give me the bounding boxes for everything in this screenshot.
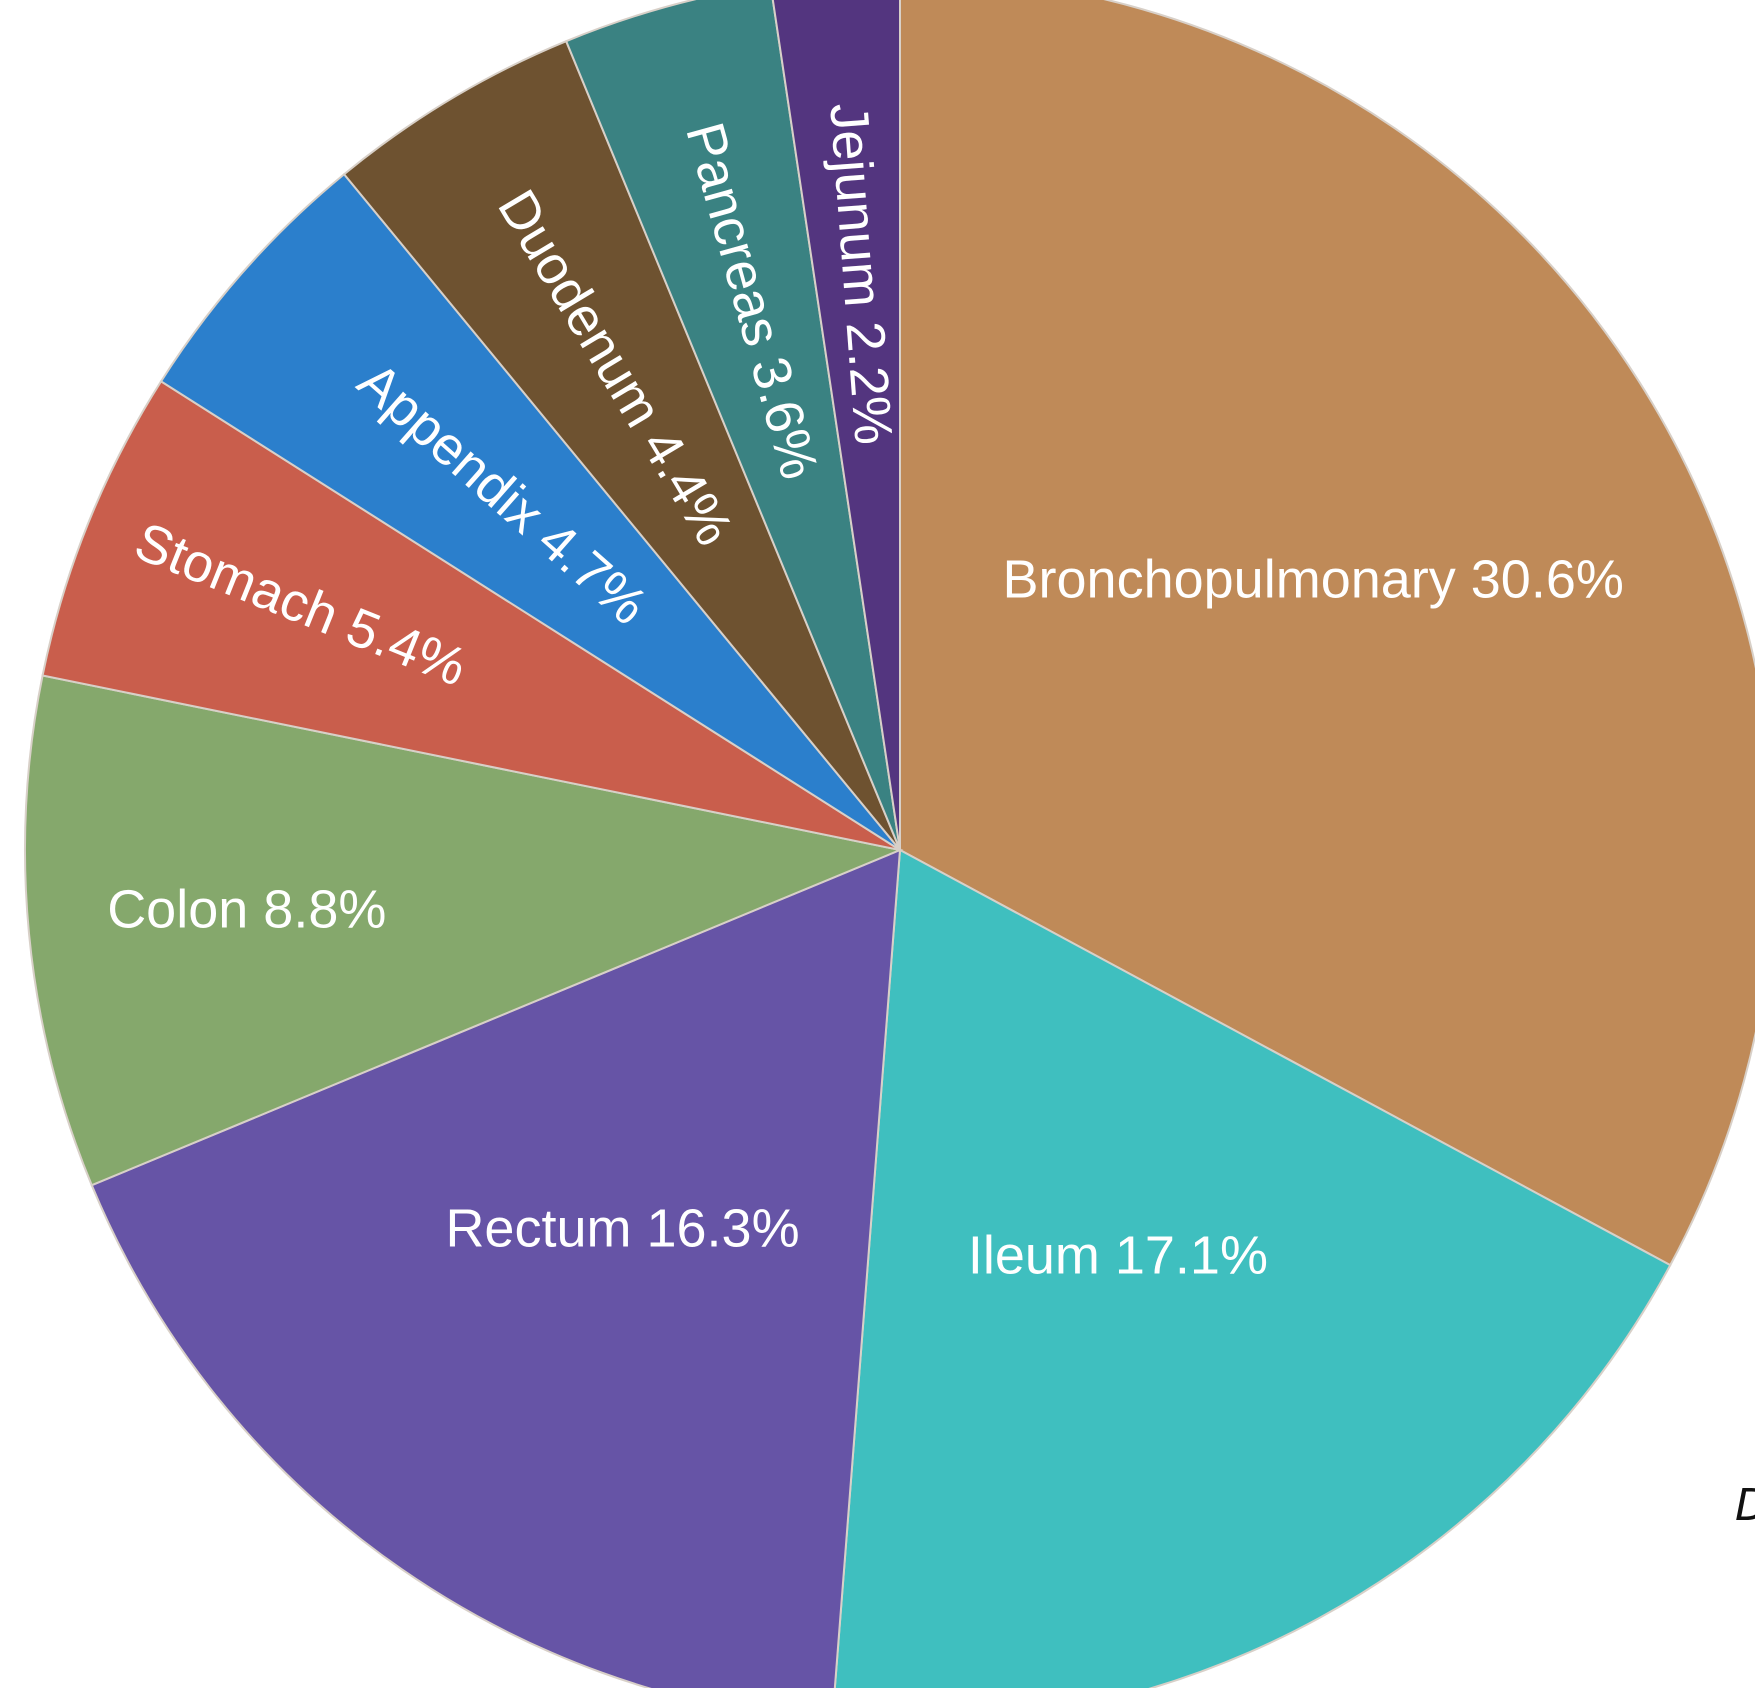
pie-slice-colon xyxy=(24,674,904,1187)
pie-label-colon: Colon 8.8% xyxy=(107,879,386,939)
pie-label-bronchopulmonary: Bronchopulmonary 30.6% xyxy=(1003,550,1624,610)
pie-slice-rectum xyxy=(90,848,902,1688)
pie-slice-bronchopulmonary xyxy=(899,0,1755,1267)
pie-slice-stomach xyxy=(41,379,901,851)
pie-slices xyxy=(24,0,1755,1688)
pie-label-rectum: Rectum 16.3% xyxy=(445,1199,799,1259)
cropped-edge-text: D xyxy=(1735,1480,1755,1531)
pie-slice-jejunum xyxy=(771,0,901,851)
pie-label-ileum: Ileum 17.1% xyxy=(968,1226,1268,1286)
pie-slice-duodenum xyxy=(342,39,901,851)
pie-slice-ileum xyxy=(833,848,1672,1688)
pie-slice-pancreas xyxy=(564,0,901,851)
pie-slice-appendix xyxy=(159,172,901,851)
